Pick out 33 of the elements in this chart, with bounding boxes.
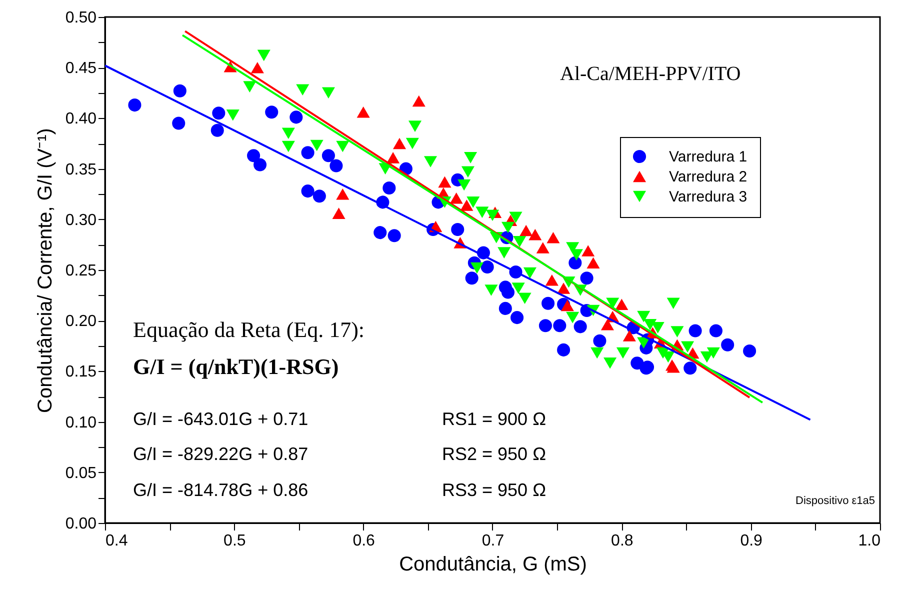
legend-label: Varredura 2 — [669, 168, 748, 186]
annotation: RS1 = 900 Ω — [442, 409, 546, 429]
y-tick-label: 0.30 — [65, 212, 97, 229]
x-tick-label: 1.0 — [858, 532, 881, 550]
annotation: RS3 = 950 Ω — [442, 480, 546, 500]
annotation: Al-Ca/MEH-PPV/ITO — [560, 63, 741, 85]
y-tick-label: 0.40 — [65, 110, 97, 128]
annotation: G/I = -814.78G + 0.86 — [133, 480, 308, 500]
annotation: Equação da Reta (Eq. 17): — [133, 317, 365, 342]
legend-label: Varredura 1 — [669, 148, 748, 166]
annotation: RS2 = 950 Ω — [442, 444, 546, 464]
y-tick-label: 0.50 — [65, 10, 97, 26]
x-tick-label: 0.8 — [611, 532, 634, 550]
y-tick-label: 0.20 — [65, 313, 97, 330]
annotation: Dispositivo ε1a5 — [796, 495, 875, 507]
y-tick-label: 0.00 — [65, 516, 97, 532]
annotation: G/I = -829.22G + 0.87 — [133, 444, 308, 464]
y-tick-label: 0.25 — [65, 262, 97, 280]
legend-label: Varredura 3 — [669, 188, 748, 206]
x-axis-title: Condutância, G (mS) — [399, 554, 587, 576]
y-axis-title: Condutância/ Corrente, G/I (V⁻¹) — [34, 128, 56, 413]
x-tick-label: 0.6 — [352, 532, 376, 550]
y-tick-label: 0.05 — [65, 464, 97, 482]
y-tick-label: 0.10 — [65, 414, 97, 432]
x-tick-label: 0.5 — [224, 532, 246, 550]
annotation: G/I = -643.01G + 0.71 — [133, 409, 308, 429]
annotation: G/I = (q/nkT)(1-RSG) — [133, 354, 339, 379]
x-tick-label: 0.4 — [106, 532, 128, 550]
y-tick-label: 0.15 — [65, 364, 97, 381]
y-tick-label: 0.35 — [65, 161, 97, 178]
x-tick-label: 0.7 — [482, 532, 504, 550]
y-tick-label: 0.45 — [65, 60, 97, 78]
x-tick-label: 0.9 — [740, 532, 763, 550]
